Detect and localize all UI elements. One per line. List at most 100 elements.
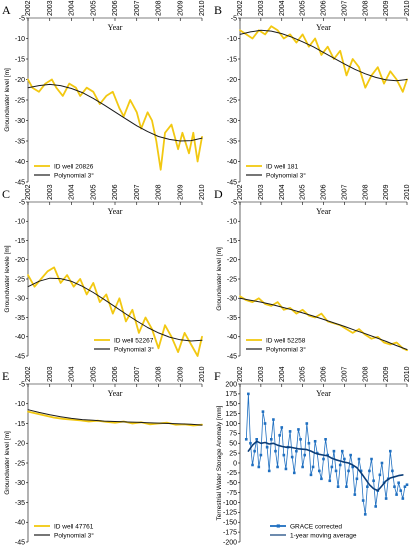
- y-tick-label: -45: [15, 539, 25, 546]
- y-tick-label: -15: [15, 56, 25, 63]
- data-point-marker: [297, 428, 300, 431]
- y-tick-label: -25: [227, 276, 237, 283]
- data-point-marker: [378, 473, 382, 477]
- data-point-marker: [393, 485, 396, 488]
- panel-letter: B: [214, 3, 222, 17]
- x-tick-label: 2002: [237, 0, 244, 16]
- data-point-marker: [338, 463, 342, 467]
- panel-letter: A: [2, 3, 11, 17]
- data-point-marker: [401, 497, 405, 500]
- x-tick-label: 2007: [341, 0, 348, 16]
- x-tick-label: 2003: [258, 0, 265, 16]
- series-line-trend: [27, 277, 203, 342]
- data-point-marker: [332, 449, 336, 453]
- x-tick-label: 2007: [341, 366, 348, 382]
- data-point-marker: [313, 439, 317, 443]
- legend-label: Polynomial 3°: [266, 345, 306, 353]
- y-tick-label: 50: [229, 441, 237, 448]
- y-tick-label: -40: [227, 159, 237, 166]
- x-tick-label: 2008: [362, 366, 369, 382]
- x-tick-label: 2003: [47, 366, 54, 382]
- data-point-marker: [257, 465, 261, 469]
- y-axis-title: Terrestrial Water Storage Anomaly [mm]: [216, 405, 223, 520]
- data-point-marker: [384, 497, 388, 500]
- x-tick-label: 2010: [199, 366, 206, 382]
- y-tick-label: -20: [227, 257, 237, 264]
- panel-letter: E: [2, 369, 9, 383]
- data-point-marker: [274, 449, 277, 453]
- y-tick-label: -5: [231, 15, 237, 22]
- y-tick-label: -30: [15, 118, 25, 125]
- y-tick-label: -25: [15, 460, 25, 467]
- data-point-marker: [299, 438, 302, 441]
- x-tick-label: 2003: [47, 184, 54, 200]
- data-point-marker: [355, 477, 359, 481]
- x-tick-label: 2002: [237, 366, 244, 382]
- x-axis-title: Year: [316, 207, 331, 216]
- y-tick-label: -5: [19, 199, 25, 206]
- y-tick-label: 125: [225, 411, 237, 418]
- y-tick-label: 150: [225, 401, 237, 408]
- y-tick-label: -10: [15, 401, 25, 408]
- data-point-marker: [397, 481, 400, 485]
- y-tick-label: -15: [15, 238, 25, 245]
- x-tick-label: 2005: [90, 366, 97, 382]
- panel-a: A 2002 2003 2004 2005 2006 2007 2008 2009 2010 Yea…: [2, 0, 206, 186]
- data-point-marker: [322, 457, 325, 461]
- x-tick-label: 2009: [383, 184, 390, 200]
- series-line-data: [27, 78, 203, 171]
- series-line-trend: [239, 297, 408, 350]
- legend-label: ID well 52258: [266, 337, 306, 344]
- legend-label: 1-year moving average: [290, 532, 357, 539]
- legend-marker: [276, 524, 280, 528]
- x-tick-label: 2002: [237, 184, 244, 200]
- x-tick-label: 2008: [362, 184, 369, 200]
- y-tick-label: -125: [223, 510, 237, 517]
- y-tick-label: -15: [227, 238, 237, 245]
- x-tick-label: 2010: [404, 366, 411, 382]
- data-point-marker: [359, 469, 363, 473]
- data-point-marker: [324, 438, 327, 441]
- data-point-marker: [395, 493, 398, 496]
- y-tick-label: -10: [227, 36, 237, 43]
- x-tick-label: 2007: [134, 366, 141, 382]
- data-point-marker: [391, 469, 394, 473]
- y-tick-label: -30: [227, 118, 237, 125]
- series-line-trend: [239, 29, 408, 82]
- y-tick-label: 200: [225, 381, 237, 388]
- x-tick-label: 2008: [156, 366, 163, 382]
- data-point-marker: [363, 513, 367, 516]
- x-tick-label: 2005: [300, 184, 307, 200]
- y-tick-label: -25: [227, 470, 237, 477]
- x-tick-label: 2009: [383, 0, 390, 16]
- series-line-data: [245, 393, 408, 515]
- x-tick-label: 2006: [112, 0, 119, 16]
- data-point-marker: [403, 485, 407, 488]
- data-point-marker: [351, 465, 355, 469]
- x-axis-title: Year: [316, 389, 331, 398]
- y-axis-title: Groundwater level [m]: [216, 247, 223, 311]
- y-tick-label: -45: [227, 179, 237, 186]
- legend-label: ID well 181: [266, 163, 299, 170]
- data-point-marker: [303, 453, 307, 457]
- x-tick-label: 2006: [321, 184, 328, 200]
- x-tick-label: 2009: [383, 366, 390, 382]
- y-tick-label: -35: [15, 138, 25, 145]
- y-tick-label: -200: [223, 539, 237, 546]
- x-tick-label: 2003: [258, 366, 265, 382]
- data-point-marker: [353, 493, 357, 496]
- panel-c: C 2002 2003 2004 2005 2006 2007 2008 2009 2010 Yea…: [2, 184, 206, 360]
- data-point-marker: [328, 479, 332, 483]
- data-point-marker: [272, 418, 275, 421]
- y-tick-label: 75: [229, 431, 237, 438]
- legend-label: ID well 52267: [114, 337, 154, 344]
- data-point-marker: [357, 457, 361, 461]
- legend-label: Polynomial 3°: [54, 171, 94, 179]
- y-tick-label: -15: [15, 421, 25, 428]
- x-tick-label: 2005: [90, 0, 97, 16]
- x-tick-label: 2009: [177, 366, 184, 382]
- y-tick-label: -40: [15, 159, 25, 166]
- y-tick-label: 100: [225, 421, 237, 428]
- data-point-marker: [284, 467, 288, 471]
